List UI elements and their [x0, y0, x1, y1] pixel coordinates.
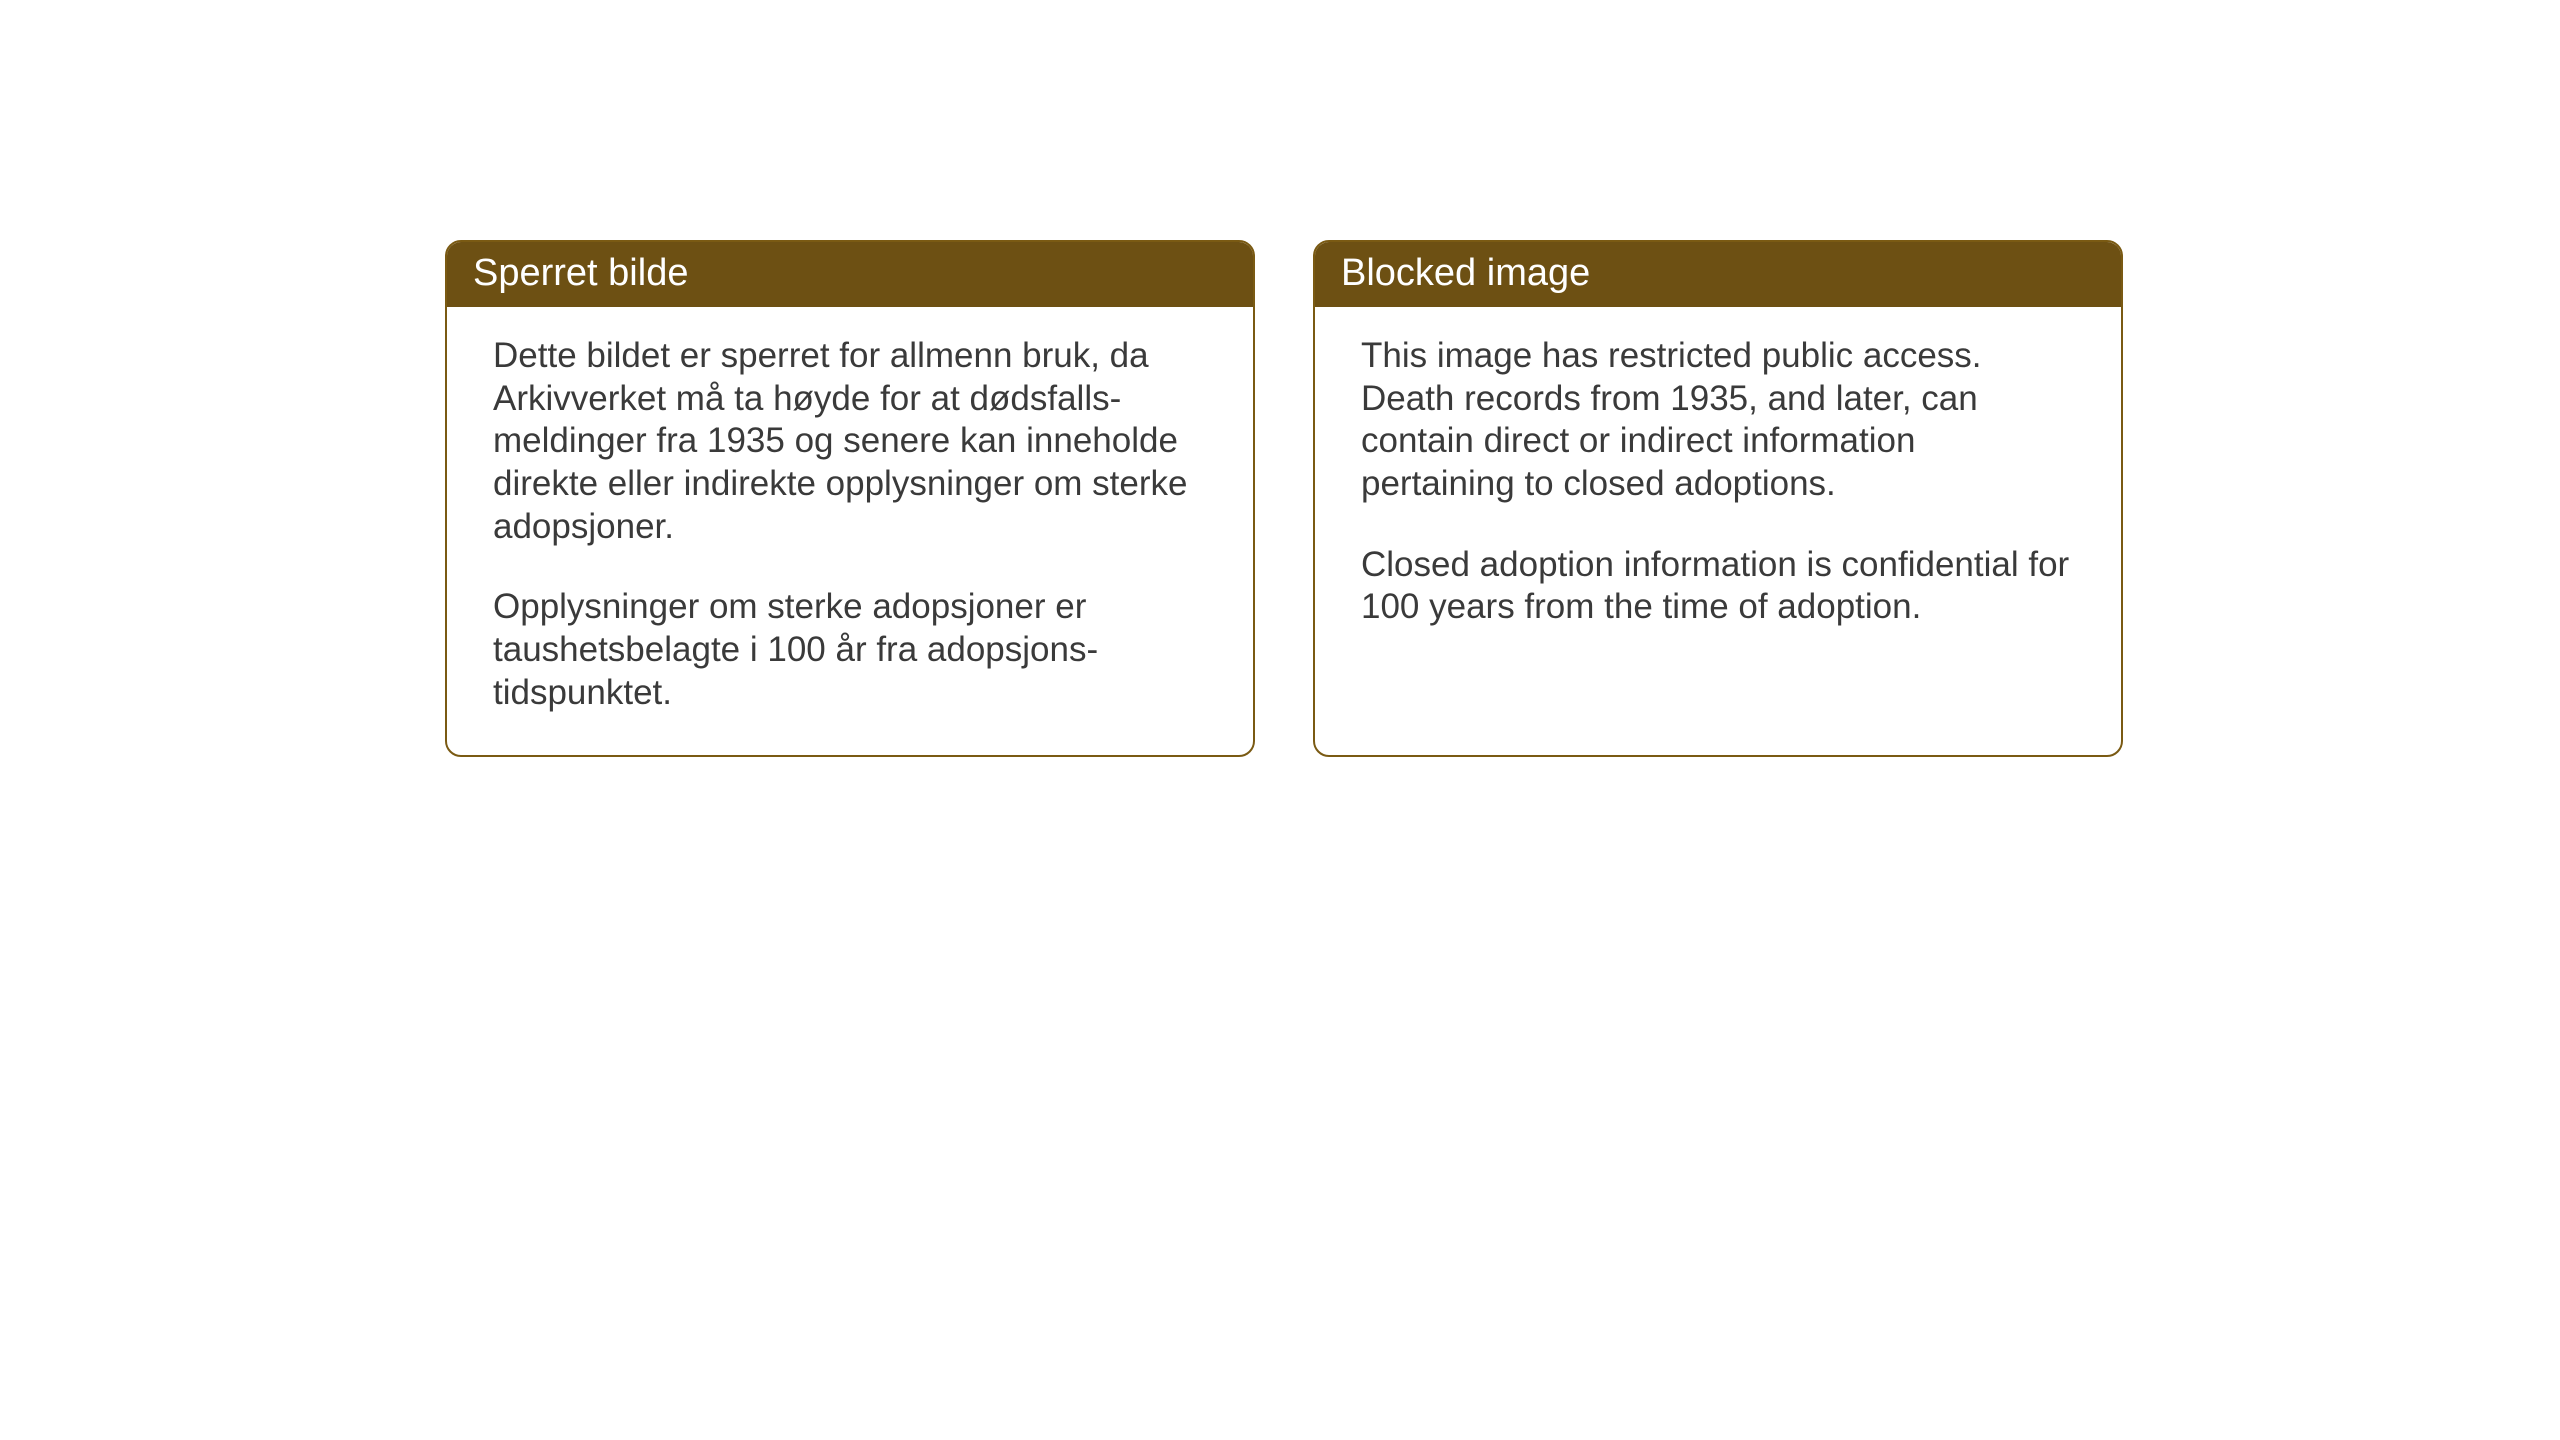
card-header-norwegian: Sperret bilde	[447, 242, 1253, 307]
notice-container: Sperret bilde Dette bildet er sperret fo…	[445, 240, 2123, 757]
notice-card-english: Blocked image This image has restricted …	[1313, 240, 2123, 757]
card-paragraph-english-1: This image has restricted public access.…	[1361, 335, 2075, 506]
card-paragraph-norwegian-1: Dette bildet er sperret for allmenn bruk…	[493, 335, 1207, 548]
card-body-english: This image has restricted public access.…	[1315, 307, 2121, 669]
card-body-norwegian: Dette bildet er sperret for allmenn bruk…	[447, 307, 1253, 755]
card-header-english: Blocked image	[1315, 242, 2121, 307]
card-title-norwegian: Sperret bilde	[473, 252, 688, 294]
card-title-english: Blocked image	[1341, 252, 1590, 294]
card-paragraph-norwegian-2: Opplysninger om sterke adopsjoner er tau…	[493, 586, 1207, 714]
card-paragraph-english-2: Closed adoption information is confident…	[1361, 544, 2075, 629]
notice-card-norwegian: Sperret bilde Dette bildet er sperret fo…	[445, 240, 1255, 757]
